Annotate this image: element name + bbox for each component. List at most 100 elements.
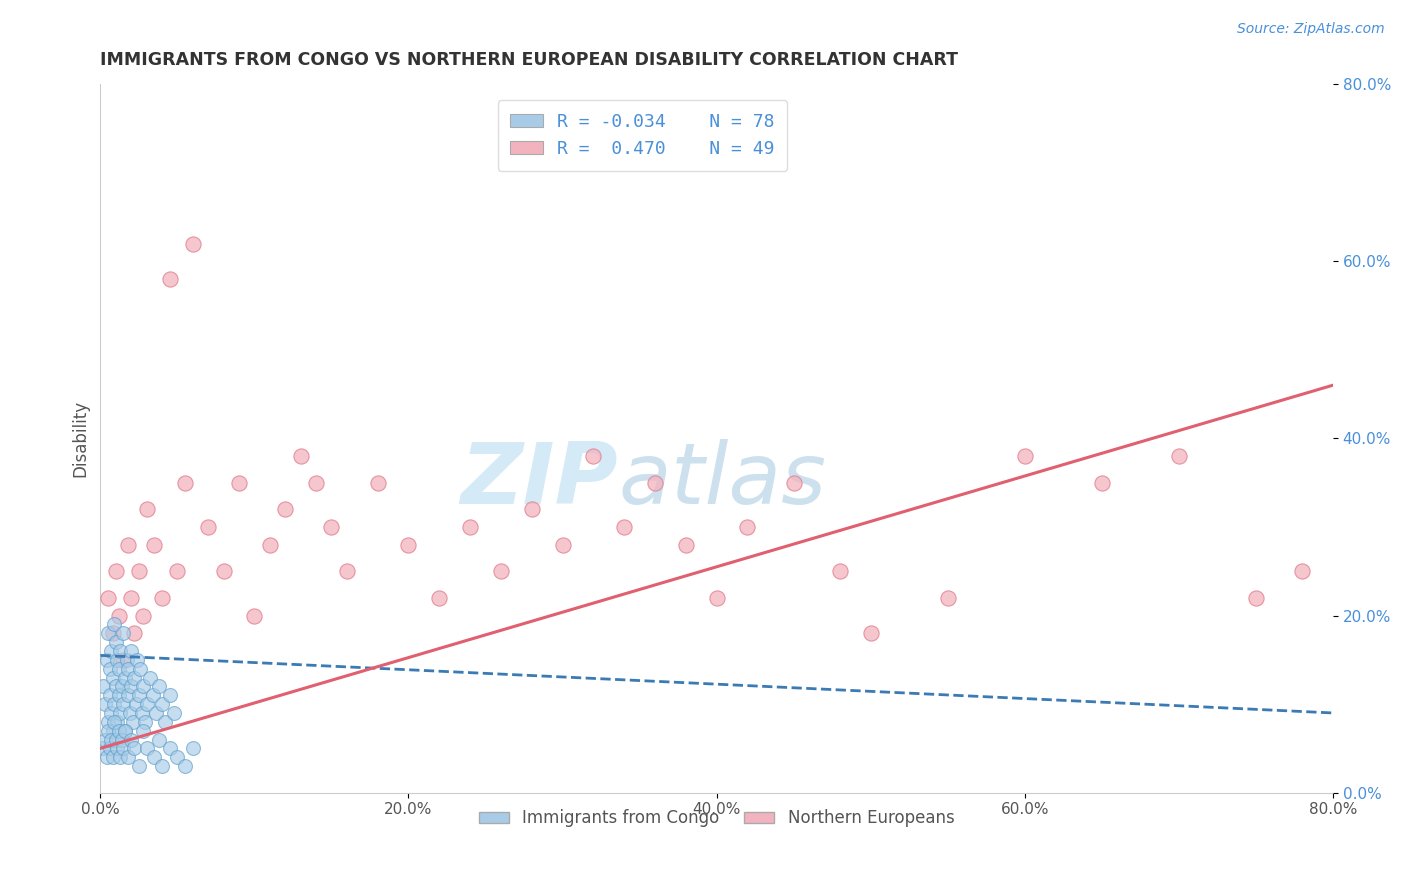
Point [148, 679, 170, 693]
Point [120, 679, 142, 693]
Point [110, 644, 132, 658]
Point [142, 688, 165, 702]
Point [131, 706, 153, 720]
Point [259, 538, 281, 552]
Point [94, 697, 117, 711]
Point [135, 741, 157, 756]
Point [159, 741, 181, 756]
Point [305, 475, 328, 490]
Point [1091, 475, 1114, 490]
Point [1167, 449, 1189, 463]
Text: Source: ZipAtlas.com: Source: ZipAtlas.com [1237, 22, 1385, 37]
Point [181, 741, 204, 756]
Point [97, 714, 120, 729]
Point [97, 626, 120, 640]
Point [127, 653, 149, 667]
Point [97, 723, 120, 738]
Point [132, 723, 155, 738]
Point [336, 564, 359, 578]
Point [112, 741, 135, 756]
Text: atlas: atlas [619, 440, 825, 523]
Point [112, 697, 135, 711]
Point [101, 750, 124, 764]
Point [104, 635, 127, 649]
Point [143, 538, 166, 552]
Point [150, 697, 173, 711]
Point [115, 653, 138, 667]
Point [290, 449, 312, 463]
Point [98, 688, 121, 702]
Point [101, 723, 124, 738]
Point [98, 662, 121, 676]
Point [1244, 591, 1267, 605]
Point [101, 626, 124, 640]
Y-axis label: Disability: Disability [72, 400, 89, 477]
Point [93, 679, 115, 693]
Point [782, 475, 804, 490]
Point [145, 706, 167, 720]
Point [1014, 449, 1036, 463]
Point [100, 706, 122, 720]
Point [108, 723, 131, 738]
Point [121, 714, 143, 729]
Point [936, 591, 959, 605]
Point [159, 688, 181, 702]
Point [114, 671, 136, 685]
Point [274, 502, 297, 516]
Point [111, 732, 134, 747]
Point [100, 732, 122, 747]
Legend: Immigrants from Congo, Northern Europeans: Immigrants from Congo, Northern European… [472, 803, 962, 834]
Point [114, 723, 136, 738]
Point [150, 759, 173, 773]
Point [828, 564, 851, 578]
Point [122, 741, 145, 756]
Point [398, 538, 420, 552]
Point [132, 608, 155, 623]
Point [112, 626, 135, 640]
Point [135, 502, 157, 516]
Point [197, 520, 219, 534]
Point [128, 688, 150, 702]
Point [108, 608, 131, 623]
Point [105, 741, 128, 756]
Point [108, 688, 131, 702]
Point [150, 591, 173, 605]
Point [148, 732, 170, 747]
Point [94, 732, 117, 747]
Point [153, 714, 176, 729]
Point [706, 591, 728, 605]
Point [97, 591, 120, 605]
Point [520, 502, 543, 516]
Point [427, 591, 450, 605]
Point [166, 750, 188, 764]
Point [103, 714, 125, 729]
Point [104, 732, 127, 747]
Point [96, 653, 118, 667]
Point [128, 564, 150, 578]
Point [228, 475, 250, 490]
Point [120, 591, 142, 605]
Point [110, 750, 132, 764]
Point [134, 714, 156, 729]
Point [613, 520, 636, 534]
Point [117, 688, 139, 702]
Point [489, 564, 512, 578]
Point [117, 750, 139, 764]
Point [859, 626, 882, 640]
Point [104, 679, 127, 693]
Point [174, 475, 197, 490]
Point [105, 653, 128, 667]
Point [112, 653, 135, 667]
Point [212, 564, 235, 578]
Point [108, 662, 131, 676]
Point [117, 538, 139, 552]
Point [644, 475, 666, 490]
Point [551, 538, 574, 552]
Point [132, 679, 155, 693]
Point [100, 644, 122, 658]
Text: IMMIGRANTS FROM CONGO VS NORTHERN EUROPEAN DISABILITY CORRELATION CHART: IMMIGRANTS FROM CONGO VS NORTHERN EUROPE… [100, 51, 959, 69]
Point [321, 520, 343, 534]
Point [120, 732, 142, 747]
Point [98, 741, 121, 756]
Point [125, 697, 148, 711]
